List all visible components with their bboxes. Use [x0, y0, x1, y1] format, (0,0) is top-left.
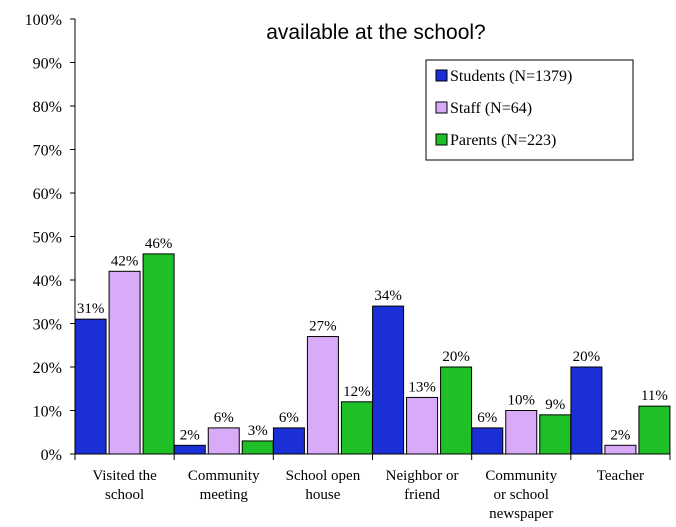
bar [372, 305, 405, 455]
legend: Students (N=1379) Staff (N=64) Parents (N=… [425, 59, 634, 161]
data-label: 42% [111, 253, 139, 269]
y-tick-label: 30% [33, 317, 62, 334]
data-labels: 31% 42% 46% 2% 6% 3% 6% 27% 12% 34% 13% 20% 6% 10% 9% 2… [77, 236, 668, 443]
bar [406, 396, 439, 455]
bar [74, 318, 107, 455]
data-label: 12% [343, 384, 371, 400]
data-label: 6% [279, 410, 299, 426]
y-tick-label: 20% [33, 360, 62, 377]
data-label: 6% [477, 410, 497, 426]
data-label: 27% [309, 319, 337, 335]
legend-label: Parents (N=223) [450, 132, 556, 149]
bar [340, 401, 373, 455]
bar [108, 270, 141, 455]
y-tick-label: 50% [33, 230, 62, 247]
x-category-label: or school [494, 487, 549, 503]
x-category-label: School open [286, 468, 361, 484]
legend-swatch [435, 133, 448, 146]
legend-swatch [435, 69, 448, 82]
data-label: 10% [508, 393, 536, 409]
data-label: 34% [374, 288, 402, 304]
data-label: 31% [77, 301, 105, 317]
legend-box [425, 59, 634, 161]
bar [471, 427, 504, 455]
legend-swatch [435, 101, 448, 114]
x-category-label: Visited the [92, 468, 157, 484]
chart-title: available at the school? [266, 21, 486, 44]
bars [74, 253, 671, 455]
data-label: 46% [145, 236, 173, 252]
y-axis: 0% 10% 20% 30% 40% 50% 60% 70% 80% 90% 100% [25, 12, 76, 464]
legend-label: Students (N=1379) [450, 68, 572, 85]
x-category-label: newspaper [489, 506, 553, 522]
x-category-label: Community [188, 468, 260, 484]
bar [638, 405, 671, 455]
data-label: 20% [442, 349, 470, 365]
bar [604, 444, 637, 455]
x-category-label: meeting [200, 487, 249, 503]
bar [272, 427, 305, 455]
y-tick-label: 80% [33, 99, 62, 116]
bar [505, 410, 538, 455]
data-label: 11% [641, 388, 668, 404]
legend-label: Staff (N=64) [450, 100, 532, 117]
bar [570, 366, 603, 455]
bar [207, 427, 240, 455]
y-tick-label: 70% [33, 143, 62, 160]
x-category-label: Neighbor or [386, 468, 459, 484]
bar [173, 444, 206, 455]
data-label: 6% [214, 410, 234, 426]
data-label: 20% [573, 349, 601, 365]
data-label: 2% [610, 427, 630, 443]
x-category-label: friend [404, 487, 440, 503]
x-category-label: house [305, 487, 340, 503]
y-tick-label: 10% [33, 404, 62, 421]
data-label: 9% [545, 397, 565, 413]
data-label: 3% [248, 423, 268, 439]
data-label: 13% [408, 379, 436, 395]
bar [241, 440, 274, 455]
bar [142, 253, 175, 455]
data-label: 2% [180, 427, 200, 443]
y-tick-label: 40% [33, 273, 62, 290]
bar [539, 414, 572, 455]
x-axis: Visited the school Community meeting School … [74, 453, 671, 522]
bar [440, 366, 473, 455]
y-tick-label: 90% [33, 56, 62, 73]
bar [306, 336, 339, 455]
y-tick-label: 0% [41, 447, 62, 464]
x-category-label: school [105, 487, 144, 503]
y-tick-label: 60% [33, 186, 62, 203]
x-category-label: Teacher [597, 468, 644, 484]
x-category-label: Community [485, 468, 557, 484]
y-tick-label: 100% [25, 12, 62, 29]
